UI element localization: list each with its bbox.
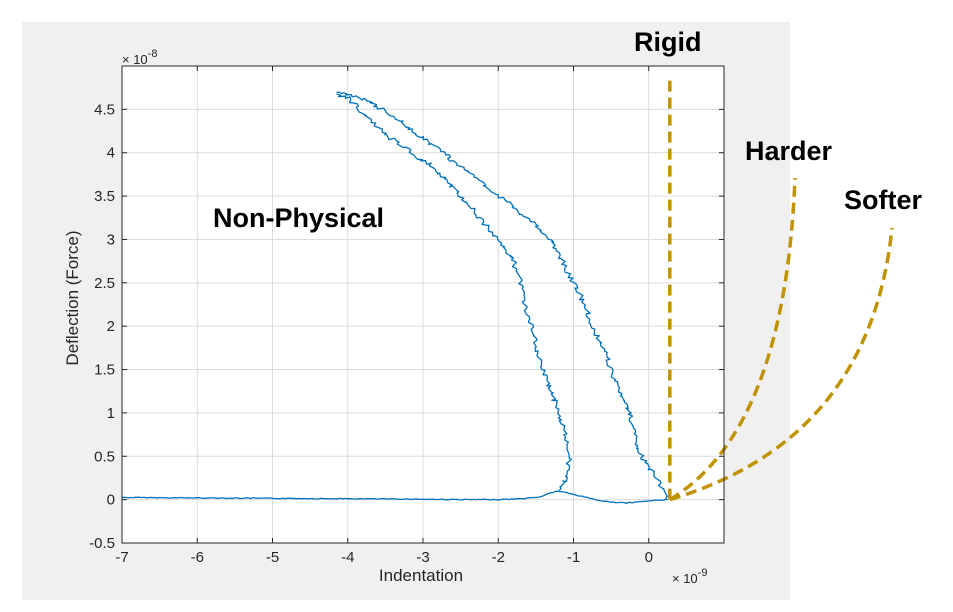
x-tick-label: -4 (341, 549, 354, 566)
y-tick-label: -0.5 (89, 535, 115, 552)
annotation-non-physical: Non-Physical (213, 203, 384, 233)
data-series-0 (121, 490, 668, 505)
annotation-rigid: Rigid (634, 27, 702, 57)
y-tick-label: 3 (107, 231, 115, 248)
y-exponent-text: × 10 (122, 52, 148, 67)
y-tick-label: 2 (107, 318, 115, 335)
x-tick-label: -1 (567, 549, 580, 566)
harder-curve (668, 177, 797, 502)
x-tick-label: -5 (266, 549, 279, 566)
x-tick-label: -6 (191, 549, 204, 566)
data-series-2 (336, 91, 669, 500)
x-axis-label: Indentation (379, 566, 463, 585)
reference-curves (668, 79, 894, 502)
y-tick-label: 0.5 (94, 448, 115, 465)
y-tick-label: 1 (107, 405, 115, 422)
x-exponent-text: × 10 (672, 571, 698, 586)
softer-curve (669, 227, 894, 502)
y-tick-label: 1.5 (94, 362, 115, 379)
y-tick-label: 2.5 (94, 275, 115, 292)
y-tick-label: 4 (107, 145, 115, 162)
annotation-softer: Softer (844, 185, 923, 215)
y-tick-label: 4.5 (94, 101, 115, 118)
y-exponent-power: -8 (148, 48, 158, 60)
x-exponent-power: -9 (698, 567, 708, 579)
x-tick-label: -2 (492, 549, 505, 566)
x-tick-label: -3 (416, 549, 429, 566)
y-exponent-base: × 10-8 (122, 48, 157, 67)
x-exponent-base: × 10-9 (672, 567, 707, 586)
data-series-1 (336, 93, 573, 491)
series-layer (121, 91, 669, 505)
x-tick-label: 0 (645, 549, 653, 566)
ticks: -7 -6 -5 -4 -3 -2 -1 0 -0.5 0 0.5 1 1.5 2 2.5 3 3.5 4 4.5 (89, 66, 725, 566)
grid (121, 66, 725, 544)
y-tick-label: 0 (107, 492, 115, 509)
y-tick-label: 3.5 (94, 188, 115, 205)
y-axis-label: Deflection (Force) (63, 230, 82, 365)
annotation-harder: Harder (745, 136, 833, 166)
x-tick-label: -7 (115, 549, 128, 566)
